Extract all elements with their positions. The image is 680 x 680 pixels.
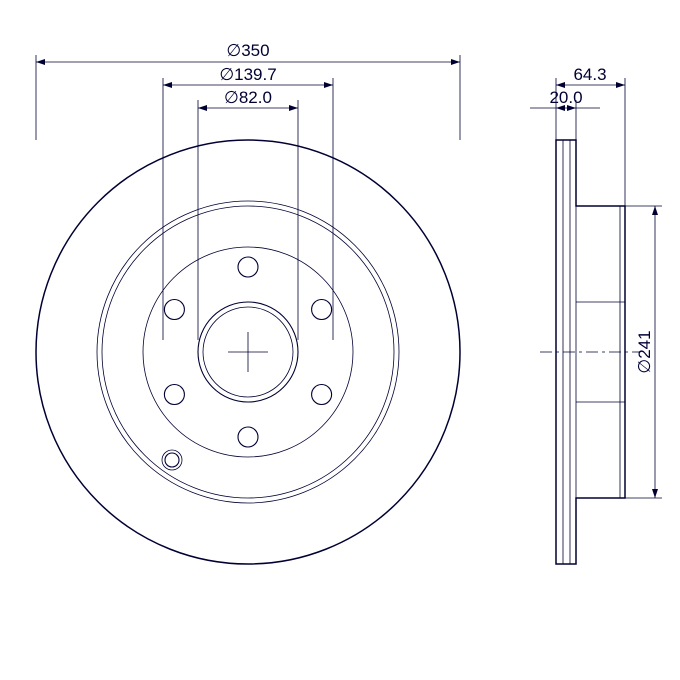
dim-d241: ∅241	[635, 330, 654, 373]
dim-20: 20.0	[549, 88, 582, 107]
locator-hole	[165, 453, 179, 467]
dim-d1397: ∅139.7	[219, 65, 276, 84]
front-view: ∅350 ∅139.7 ∅82.0	[36, 41, 460, 564]
technical-drawing: ∅350 ∅139.7 ∅82.0 64.3 20.0	[0, 0, 680, 680]
dim-d350: ∅350	[226, 41, 269, 60]
dim-d82: ∅82.0	[224, 88, 272, 107]
dim-643: 64.3	[573, 65, 606, 84]
side-view: 64.3 20.0 ∅241	[530, 65, 662, 564]
